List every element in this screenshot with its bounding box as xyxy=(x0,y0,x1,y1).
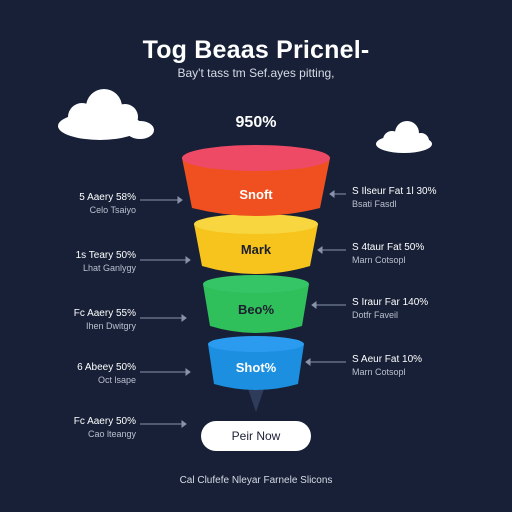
funnel-stage-3: Beo% xyxy=(203,275,309,333)
right-note-2: S 4taur Fat 50% Marn Cotsopl xyxy=(352,242,482,266)
footer-text: Cal Clufefe Nleyar Farnele Slicons xyxy=(179,475,333,486)
left-note-2-sub: Lhat Ganlygy xyxy=(82,263,136,273)
left-note-2-title: 1s Teary 50% xyxy=(75,250,136,261)
left-note-3-sub: Ihen Dwitgry xyxy=(85,321,136,331)
left-note-5-sub: Cao lteangy xyxy=(87,429,136,439)
funnel-top-value: 950% xyxy=(235,114,277,131)
left-note-1: 5 Aaery 58% Celo Tsaiyo xyxy=(26,192,136,216)
funnel-stage-1-label: Snoft xyxy=(239,187,273,202)
funnel-stage-4: Shot% xyxy=(208,336,304,390)
left-note-1-title: 5 Aaery 58% xyxy=(79,192,136,203)
right-note-4-title: S Aeur Fat 10% xyxy=(352,354,423,365)
cloud-icon-right xyxy=(376,121,432,153)
right-connectors xyxy=(305,190,346,366)
left-note-5-title: Fc Aaery 50% xyxy=(73,416,136,427)
left-note-3: Fc Aaery 55% Ihen Dwitgry xyxy=(26,308,136,332)
funnel-stage-2: Mark xyxy=(194,214,318,274)
funnel-stage-2-label: Mark xyxy=(241,242,272,257)
right-note-2-sub: Marn Cotsopl xyxy=(352,255,406,265)
funnel-stage-3-label: Beo% xyxy=(238,302,275,317)
left-note-3-title: Fc Aaery 55% xyxy=(73,308,136,319)
left-note-4-title: 6 Abeey 50% xyxy=(77,362,136,373)
left-note-5: Fc Aaery 50% Cao lteangy xyxy=(26,416,136,440)
right-note-2-title: S 4taur Fat 50% xyxy=(352,242,425,253)
right-note-3-sub: Dotfr Faveil xyxy=(352,310,399,320)
right-note-1: S Ilseur Fat 1l 30% Bsati Fasdl xyxy=(352,186,482,210)
cloud-icon-left xyxy=(58,89,154,140)
page-title: Tog Beaas Pricnel- xyxy=(142,36,370,64)
left-note-4: 6 Abeey 50% Oct lsape xyxy=(26,362,136,386)
right-note-4: S Aeur Fat 10% Marn Cotsopl xyxy=(352,354,482,378)
page-subtitle: Bay't tass tm Sef.ayes pitting, xyxy=(177,66,335,80)
right-note-4-sub: Marn Cotsopl xyxy=(352,367,406,377)
right-note-3: S Iraur Far 140% Dotfr Faveil xyxy=(352,297,482,321)
funnel-tip xyxy=(247,386,265,412)
left-note-1-sub: Celo Tsaiyo xyxy=(89,205,136,215)
funnel-stage-4-label: Shot% xyxy=(236,360,277,375)
right-note-1-title: S Ilseur Fat 1l 30% xyxy=(352,186,437,197)
funnel-stage-1: Snoft xyxy=(182,145,330,216)
cta-button[interactable]: Peir Now xyxy=(201,421,311,451)
left-note-4-sub: Oct lsape xyxy=(97,375,136,385)
left-connectors xyxy=(140,196,191,428)
right-note-3-title: S Iraur Far 140% xyxy=(352,297,429,308)
left-note-2: 1s Teary 50% Lhat Ganlygy xyxy=(26,250,136,274)
right-note-1-sub: Bsati Fasdl xyxy=(352,199,397,209)
